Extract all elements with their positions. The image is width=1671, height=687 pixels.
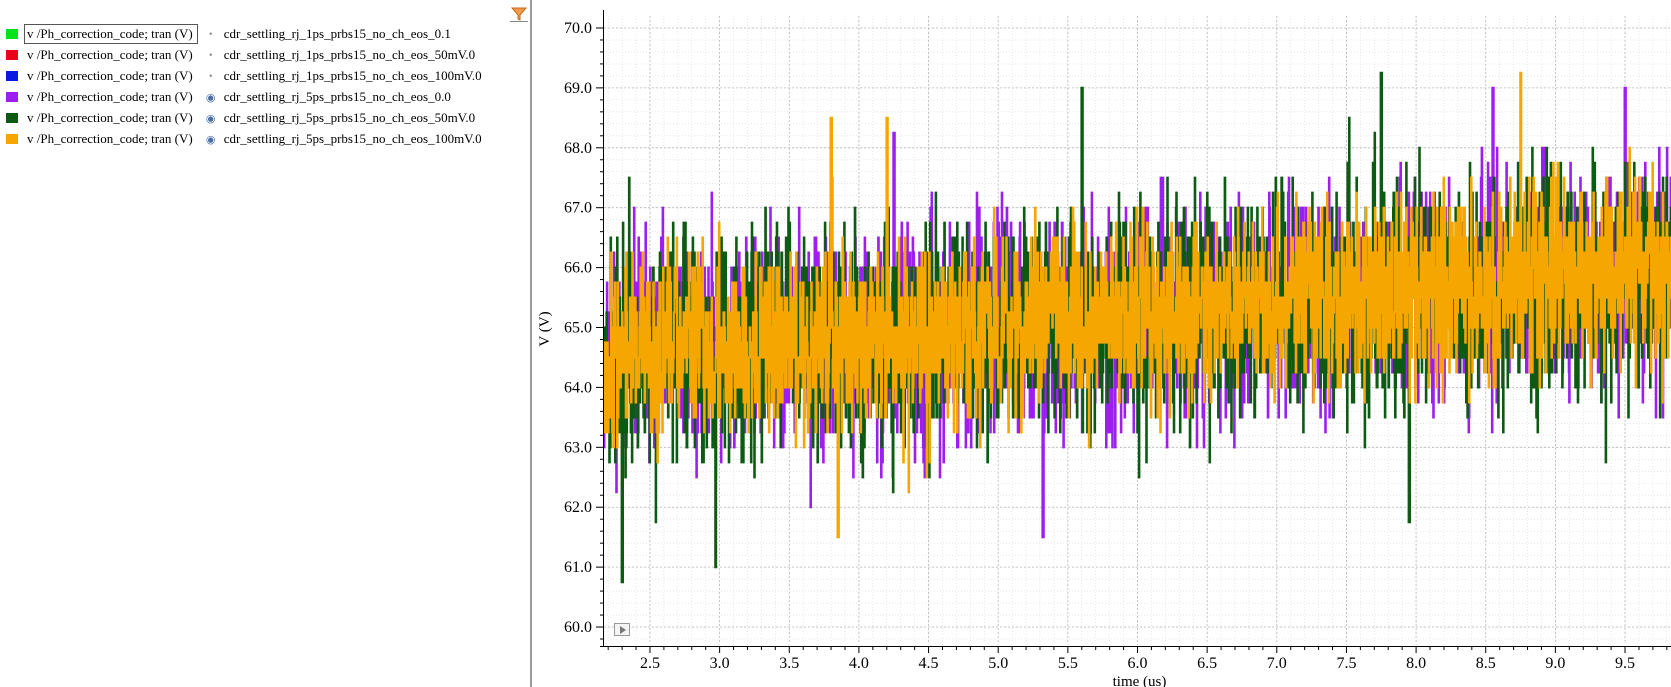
dataset-name: cdr_settling_rj_1ps_prbs15_no_ch_eos_50m… — [223, 47, 476, 62]
legend-item[interactable]: v /Ph_correction_code; tran (V) ◉ cdr_sett… — [6, 87, 451, 107]
y-tick-label: 63.0 — [564, 439, 592, 456]
dot-icon[interactable]: • — [209, 71, 213, 81]
signal-name[interactable]: v /Ph_correction_code; tran (V) — [24, 24, 198, 44]
dot-icon[interactable]: • — [209, 29, 213, 39]
x-axis-title: time (us) — [1113, 674, 1167, 687]
signal-name[interactable]: v /Ph_correction_code; tran (V) — [27, 110, 193, 125]
x-tick-label: 2.5 — [640, 655, 660, 672]
dataset-name: cdr_settling_rj_5ps_prbs15_no_ch_eos_50m… — [223, 110, 476, 125]
y-tick-label: 65.0 — [564, 320, 592, 337]
x-tick-label: 3.5 — [779, 655, 799, 672]
x-tick-label: 7.0 — [1267, 655, 1287, 672]
x-tick-label: 5.0 — [988, 655, 1008, 672]
signal-name[interactable]: v /Ph_correction_code; tran (V) — [27, 68, 193, 83]
dot-icon[interactable]: • — [209, 50, 213, 60]
waveform-chart[interactable]: 60.0 61.0 62.0 63.0 64.0 65.0 66.0 67.0 68.0 69.0… — [532, 0, 1671, 687]
color-swatch[interactable] — [6, 134, 18, 144]
legend-panel: v /Ph_correction_code; tran (V) • cdr_sett… — [0, 0, 532, 687]
eye-icon[interactable]: ◉ — [205, 91, 216, 104]
x-tick-label: 6.0 — [1128, 655, 1148, 672]
y-tick-label: 61.0 — [564, 559, 592, 576]
x-tick-label: 9.0 — [1545, 655, 1565, 672]
y-tick-label: 60.0 — [564, 619, 592, 636]
signal-name[interactable]: v /Ph_correction_code; tran (V) — [27, 47, 193, 62]
x-tick-label: 7.5 — [1336, 655, 1356, 672]
dataset-name: cdr_settling_rj_5ps_prbs15_no_ch_eos_100… — [223, 131, 482, 146]
y-tick-label: 69.0 — [564, 80, 592, 97]
y-tick-label: 64.0 — [564, 379, 592, 396]
x-tick-label: 8.0 — [1406, 655, 1426, 672]
y-tick-label: 67.0 — [564, 200, 592, 217]
x-tick-label: 9.5 — [1615, 655, 1635, 672]
dataset-name: cdr_settling_rj_1ps_prbs15_no_ch_eos_100… — [223, 68, 482, 83]
y-tick-label: 70.0 — [564, 20, 592, 37]
plot-area[interactable]: 60.0 61.0 62.0 63.0 64.0 65.0 66.0 67.0 68.0 69.0… — [532, 0, 1671, 687]
color-swatch[interactable] — [6, 113, 18, 123]
filter-icon[interactable] — [510, 6, 528, 22]
legend-item[interactable]: v /Ph_correction_code; tran (V) ◉ cdr_sett… — [6, 108, 475, 128]
axes — [596, 10, 1671, 653]
legend-item[interactable]: v /Ph_correction_code; tran (V) • cdr_sett… — [6, 45, 475, 65]
signal-name[interactable]: v /Ph_correction_code; tran (V) — [27, 89, 193, 104]
x-tick-label: 6.5 — [1197, 655, 1217, 672]
x-tick-label: 8.5 — [1476, 655, 1496, 672]
x-tick-label: 4.5 — [919, 655, 939, 672]
y-tick-label: 68.0 — [564, 140, 592, 157]
dataset-name: cdr_settling_rj_1ps_prbs15_no_ch_eos_0.1 — [223, 26, 451, 41]
legend-item[interactable]: v /Ph_correction_code; tran (V) • cdr_sett… — [6, 66, 482, 86]
series-line — [603, 71, 1671, 539]
marker-toggle-button[interactable] — [614, 623, 630, 636]
y-tick-label: 66.0 — [564, 260, 592, 277]
x-tick-label: 3.0 — [710, 655, 730, 672]
eye-icon[interactable]: ◉ — [205, 112, 216, 125]
eye-icon[interactable]: ◉ — [205, 133, 216, 146]
y-tick-label: 62.0 — [564, 499, 592, 516]
color-swatch[interactable] — [6, 92, 18, 102]
color-swatch[interactable] — [6, 71, 18, 81]
color-swatch[interactable] — [6, 50, 18, 60]
x-tick-label: 5.5 — [1058, 655, 1078, 672]
y-axis-title: V (V) — [537, 311, 553, 346]
legend-item[interactable]: v /Ph_correction_code; tran (V) ◉ cdr_sett… — [6, 129, 482, 149]
color-swatch[interactable] — [6, 29, 18, 39]
legend-item[interactable]: v /Ph_correction_code; tran (V) • cdr_sett… — [6, 24, 451, 44]
signal-name[interactable]: v /Ph_correction_code; tran (V) — [27, 131, 193, 146]
x-tick-label: 4.0 — [849, 655, 869, 672]
dataset-name: cdr_settling_rj_5ps_prbs15_no_ch_eos_0.0 — [223, 89, 451, 104]
